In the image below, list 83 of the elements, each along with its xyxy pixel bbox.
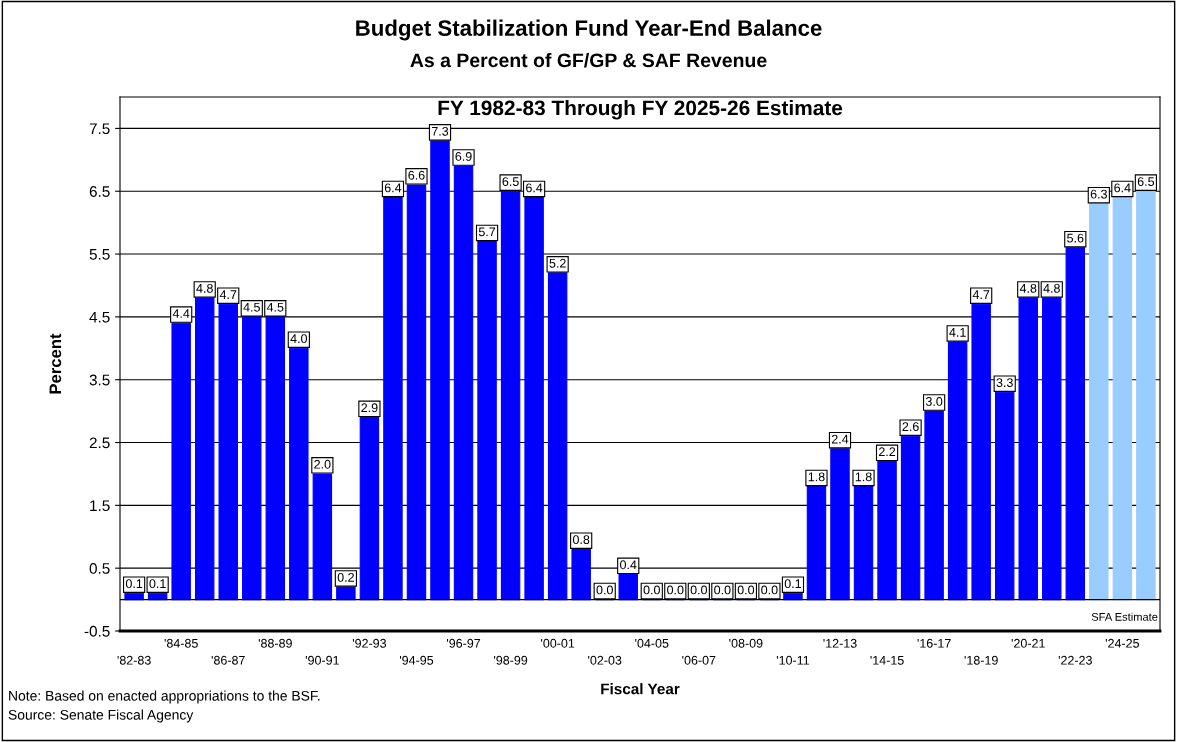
x-tick-label: '00-01 (541, 638, 575, 648)
data-label: 2.6 (902, 422, 919, 431)
data-label: 4.0 (290, 334, 308, 344)
data-label: 0.0 (643, 585, 660, 595)
y-axis-title: Percent (49, 333, 62, 394)
x-tick-label: '12-13 (823, 638, 857, 648)
data-label: 0.1 (149, 579, 166, 589)
data-label: 2.9 (361, 403, 378, 413)
x-tick-label: '92-93 (352, 638, 387, 648)
x-tick-label: '94-95 (399, 655, 434, 665)
x-tick-label: '24-25 (1105, 638, 1140, 648)
y-tick-label: 6.5 (89, 186, 110, 197)
data-label: 0.0 (737, 585, 755, 595)
data-label: 4.8 (1019, 283, 1037, 293)
x-tick-label: '08-09 (729, 638, 763, 648)
y-tick-label: 5.5 (89, 249, 110, 260)
x-tick-label: '18-19 (964, 655, 998, 665)
data-label: 0.2 (337, 572, 354, 582)
data-label: 6.4 (526, 183, 543, 193)
x-tick-label: '16-17 (917, 638, 951, 648)
data-label: 4.7 (972, 290, 990, 299)
data-label: 7.3 (431, 126, 449, 136)
x-tick-label: '02-03 (588, 655, 622, 665)
x-axis-title: Fiscal Year (601, 683, 680, 695)
x-tick-label: '82-83 (117, 655, 151, 665)
data-label: 4.1 (949, 328, 966, 337)
data-label: 4.8 (196, 283, 213, 293)
x-tick-label: '04-05 (635, 638, 669, 648)
data-label: 3.0 (925, 397, 943, 406)
y-tick-label: 4.5 (89, 311, 110, 323)
y-tick-label: 7.5 (89, 123, 110, 135)
x-tick-label: '22-23 (1058, 655, 1092, 665)
data-label: 6.5 (1137, 177, 1155, 186)
x-tick-label: '96-97 (446, 638, 481, 648)
data-label: 5.7 (478, 227, 496, 237)
data-label: 0.1 (784, 579, 802, 589)
data-label: 0.1 (125, 579, 143, 589)
data-label: 4.8 (1043, 283, 1060, 293)
data-label: 1.8 (808, 472, 825, 482)
data-label: 4.4 (172, 309, 190, 318)
data-label: 2.2 (879, 447, 896, 456)
data-label: 4.5 (266, 302, 284, 312)
x-tick-label: '88-89 (258, 638, 292, 648)
data-label: 6.3 (1090, 189, 1107, 199)
data-label: 0.0 (690, 585, 708, 595)
data-label: 0.0 (667, 585, 684, 595)
y-tick-label: 3.5 (89, 374, 110, 386)
data-label: 0.0 (761, 585, 778, 595)
x-tick-label: '14-15 (870, 655, 904, 665)
data-label: 0.8 (572, 535, 590, 545)
y-tick-label: 0.5 (89, 563, 110, 574)
data-label: 6.6 (408, 170, 425, 180)
annotation: SFA Estimate (1091, 612, 1158, 621)
x-tick-label: '10-11 (776, 655, 810, 665)
data-label: 5.2 (549, 258, 566, 268)
chart-title: Budget Stabilization Fund Year-End Balance (356, 19, 822, 41)
data-label: 4.7 (219, 290, 237, 299)
data-label: 2.0 (314, 459, 331, 469)
x-tick-label: '84-85 (164, 638, 198, 648)
data-label: 0.4 (620, 560, 637, 570)
data-label: 3.3 (996, 378, 1013, 388)
x-tick-label: '06-07 (682, 655, 716, 665)
y-tick-label: 2.5 (89, 437, 110, 449)
data-label: 2.4 (831, 434, 849, 444)
data-label: 6.5 (502, 177, 519, 186)
text: Note: Based on enacted appropriations to the BSF. (9, 690, 320, 704)
source-note: Source: Senate Fiscal Agency (8, 709, 194, 723)
x-tick-label: '20-21 (1011, 638, 1045, 648)
x-tick-label: '90-91 (305, 655, 339, 665)
annotation: FY 1982-83 Through FY 2025-26 Estimate (438, 100, 843, 120)
data-label: 6.9 (455, 152, 472, 161)
data-label: 4.5 (243, 302, 260, 312)
data-label: 6.4 (384, 183, 402, 193)
x-tick-label: '98-99 (494, 655, 528, 665)
chart-subtitle: As a Percent of GF/GP & SAF Revenue (410, 52, 767, 68)
y-tick-label: 1.5 (90, 500, 110, 512)
data-label: 5.6 (1067, 233, 1084, 243)
data-label: 1.8 (855, 472, 872, 482)
data-label: 0.0 (596, 585, 613, 595)
y-tick-label: -0.5 (84, 625, 110, 637)
x-tick-label: '86-87 (211, 655, 245, 665)
data-label: 0.0 (714, 585, 731, 595)
data-label: 6.4 (1114, 183, 1131, 193)
